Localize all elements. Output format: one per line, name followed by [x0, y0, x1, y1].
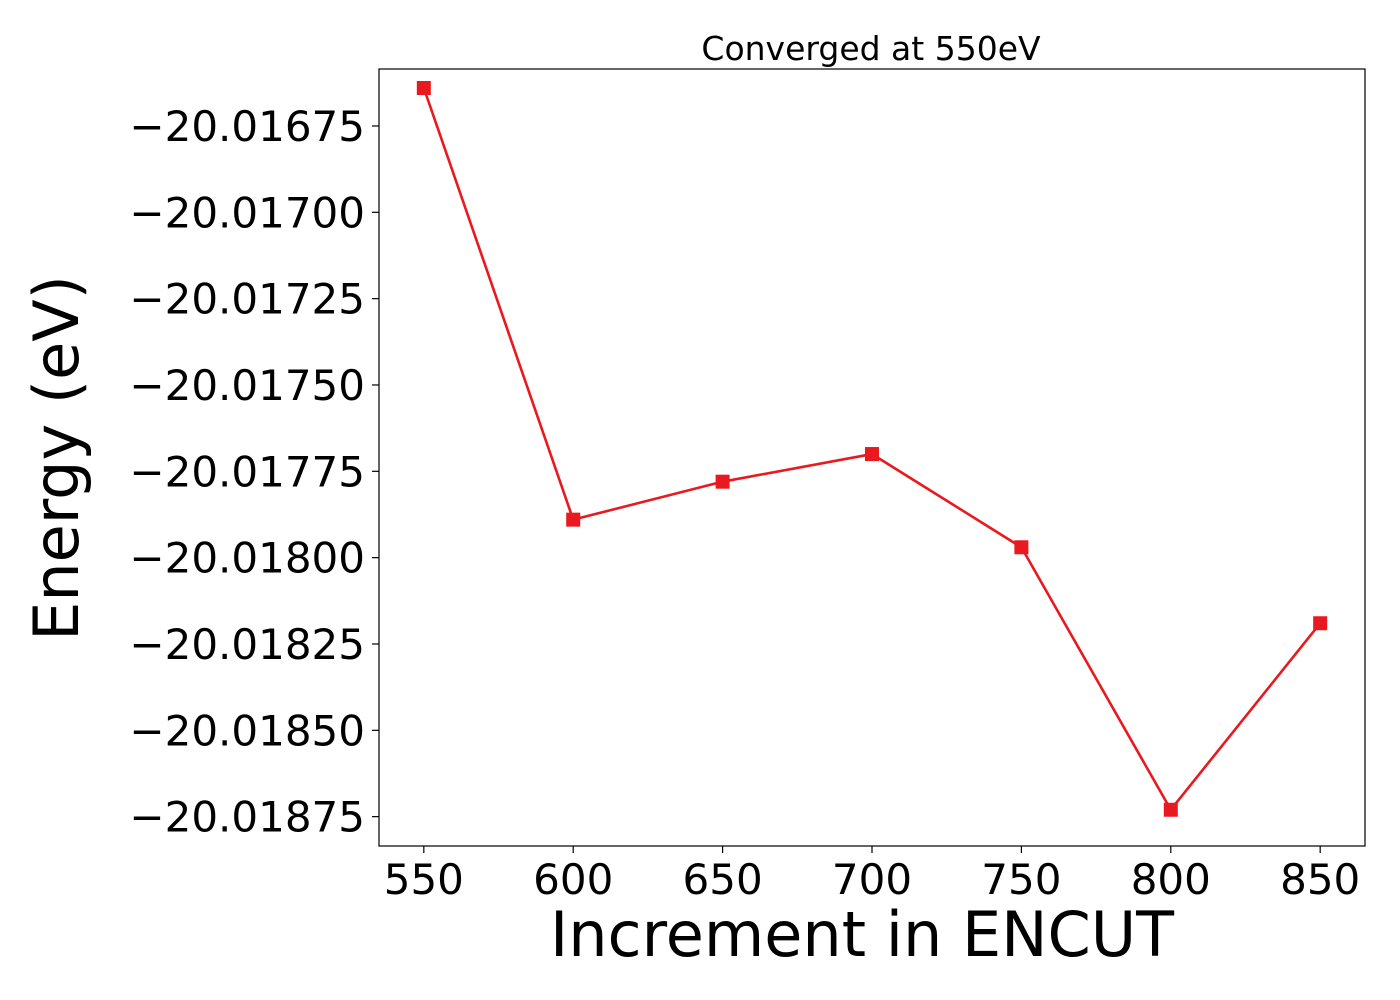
data-point-marker: [1313, 616, 1328, 631]
y-tick-label: −20.01825: [129, 620, 365, 669]
data-point-marker: [1163, 802, 1178, 817]
data-point-marker: [566, 512, 581, 527]
data-point-marker: [865, 447, 879, 462]
data-point-marker: [715, 474, 730, 489]
y-tick-label: −20.01700: [129, 188, 365, 237]
x-tick-label: 800: [1131, 855, 1211, 904]
y-axis-ticks: −20.01675 −20.01700 −20.01725 −20.01750 −20.…: [129, 102, 379, 842]
x-axis-ticks: 550 600 650 700 750 800 850: [384, 846, 1360, 904]
x-tick-label: 850: [1280, 855, 1360, 904]
chart-title: Converged at 550eV: [701, 29, 1041, 68]
series-points: [416, 80, 1328, 817]
x-tick-label: 700: [832, 855, 912, 904]
data-point-marker: [1014, 540, 1029, 555]
y-tick-label: −20.01750: [129, 361, 365, 410]
x-axis-title: Increment in ENCUT: [550, 898, 1175, 971]
x-tick-label: 600: [533, 855, 613, 904]
y-tick-label: −20.01875: [129, 793, 365, 842]
y-axis-title: Energy (eV): [20, 275, 93, 641]
x-tick-label: 750: [981, 855, 1061, 904]
y-tick-label: −20.01675: [129, 102, 365, 151]
data-point-marker: [416, 80, 431, 95]
x-tick-label: 550: [384, 855, 464, 904]
y-tick-label: −20.01850: [129, 706, 365, 755]
y-tick-label: −20.01775: [129, 447, 365, 496]
x-tick-label: 650: [683, 855, 763, 904]
y-tick-label: −20.01800: [129, 534, 365, 583]
y-tick-label: −20.01725: [129, 275, 365, 324]
